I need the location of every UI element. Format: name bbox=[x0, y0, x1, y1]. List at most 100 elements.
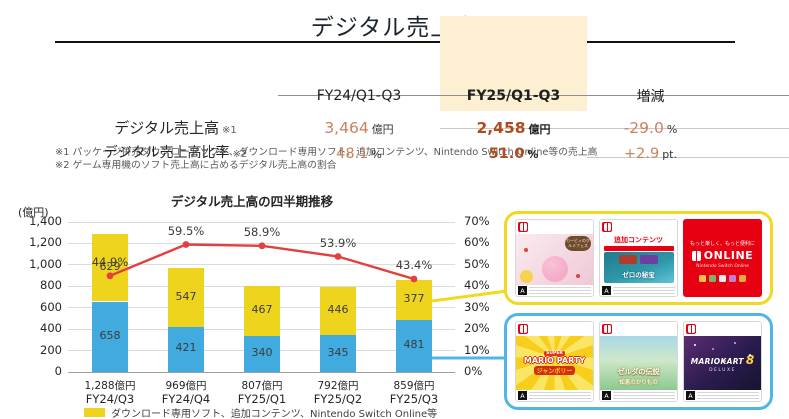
cero-rating-icon: A bbox=[602, 391, 611, 400]
dlc-scene: ゼロの秘宝 bbox=[603, 252, 674, 283]
y-axis-left-tick: 0 bbox=[54, 364, 62, 378]
card-header bbox=[600, 322, 677, 336]
y-axis-right-tick: 0% bbox=[464, 364, 483, 378]
nso-character-icons bbox=[699, 275, 746, 282]
line-point-label: 53.9% bbox=[319, 235, 357, 250]
digital-sales-table: FY24/Q1-Q3 FY25/Q1-Q3 増減 デジタル売上高 ※1 3,464… bbox=[73, 15, 789, 162]
table-header-fy25: FY25/Q1-Q3 bbox=[466, 87, 561, 104]
y-axis-right-tick: 40% bbox=[464, 278, 490, 293]
card-header bbox=[516, 322, 593, 336]
bar-value-label: 467 bbox=[251, 302, 273, 316]
bar-segment-yellow bbox=[320, 287, 356, 336]
line-point-label: 58.9% bbox=[243, 224, 281, 239]
footnote-2: ※2 ゲーム専用機のソフト売上高に占めるデジタル売上高の割合 bbox=[55, 159, 337, 171]
unit: % bbox=[371, 147, 382, 161]
smp-title-logo: MARIO PARTY bbox=[523, 356, 586, 365]
value: 3,464 bbox=[324, 118, 369, 137]
bar-segment-blue bbox=[92, 301, 128, 372]
y-axis-left-tick: 600 bbox=[40, 299, 62, 314]
footnote-ref-1: ※1 bbox=[221, 124, 237, 136]
card-artwork: SUPER MARIO PARTY ジャンボリー bbox=[516, 336, 593, 390]
card-artwork: 追加コンテンツ ゼロの秘宝 bbox=[600, 234, 677, 285]
switch-logo-icon bbox=[518, 222, 528, 232]
row-label-digital-sales: デジタル売上高 ※1 bbox=[73, 117, 278, 138]
table-divider bbox=[440, 127, 789, 129]
y-axis-right-tick: 50% bbox=[464, 256, 490, 271]
value: 2,458 bbox=[476, 118, 526, 137]
game-card-mario-kart-8-deluxe: MARIOKART 8 DELUXE A bbox=[683, 321, 762, 402]
y-axis-right-tick: 70% bbox=[464, 214, 490, 228]
nso-subtitle: Nintendo Switch Online bbox=[696, 264, 749, 269]
y-axis-unit-label: (億円) bbox=[18, 206, 49, 219]
packaged-software-box-blue: SUPER MARIO PARTY ジャンボリー A ゼルダの伝説 知恵のかりも… bbox=[504, 313, 773, 410]
fine-print bbox=[697, 392, 759, 399]
unit: % bbox=[527, 147, 539, 161]
y-axis-left-tick: 1,400 bbox=[29, 214, 62, 228]
bar-segment-yellow bbox=[396, 280, 432, 321]
kirby-game-logo: カービィのグルメフェス bbox=[565, 236, 591, 251]
switch-logo-icon bbox=[602, 222, 612, 232]
bar-segment-yellow bbox=[244, 285, 280, 336]
nso-logo-row: ONLINE bbox=[691, 249, 753, 262]
card-footer: A bbox=[516, 285, 593, 296]
card-artwork: MARIOKART 8 DELUXE bbox=[684, 336, 761, 390]
x-axis-category-label: FY25/Q2 bbox=[313, 392, 363, 406]
footnote-ref-2: ※2 bbox=[232, 149, 248, 160]
row-label-text: デジタル売上高比率 bbox=[103, 145, 230, 161]
mk-title-logo: MARIOKART bbox=[690, 357, 744, 366]
cell-change-digital-sales: -29.0% bbox=[587, 118, 714, 137]
bar-value-label: 547 bbox=[175, 289, 197, 303]
cero-rating-icon: A bbox=[686, 391, 695, 400]
cero-rating-icon: A bbox=[602, 286, 611, 295]
bar-value-label: 421 bbox=[175, 341, 197, 355]
smp-super-label: SUPER bbox=[544, 351, 565, 356]
x-axis-line bbox=[68, 371, 455, 373]
switch-logo-icon bbox=[602, 324, 612, 334]
game-card-zelda-echoes-of-wisdom: ゼルダの伝説 知恵のかりもの A bbox=[599, 321, 678, 402]
line-point-label: 59.5% bbox=[167, 223, 205, 238]
y-axis-right-tick: 60% bbox=[464, 235, 490, 250]
bar-segment-blue bbox=[320, 335, 356, 372]
game-version-chips bbox=[604, 255, 674, 264]
gridline bbox=[68, 221, 455, 223]
unit: 億円 bbox=[371, 122, 394, 136]
chart-title: デジタル売上高の四半期推移 bbox=[170, 194, 334, 209]
fine-print bbox=[613, 287, 675, 294]
y-axis-left-tick: 200 bbox=[40, 342, 62, 357]
fine-print bbox=[529, 287, 591, 294]
cell-fy24-digital-sales: 3,464 億円 bbox=[278, 118, 440, 137]
value: -29.0 bbox=[623, 118, 664, 137]
sparkle-decoration bbox=[694, 344, 696, 346]
joycon-glyph bbox=[603, 325, 611, 333]
bar-value-label: 658 bbox=[99, 328, 121, 342]
x-axis-total-label: 792億円 bbox=[317, 380, 359, 392]
row-label-text: デジタル売上高 bbox=[114, 118, 219, 137]
cell-fy25-ratio: 51.0% bbox=[440, 143, 587, 162]
card-artwork: カービィのグルメフェス bbox=[516, 234, 593, 285]
bar-segment-blue bbox=[168, 326, 204, 372]
footnotes: ※1 パッケージ併売ダウンロードソフト、ダウンロード専用ソフト、追加コンテンツ、… bbox=[55, 147, 597, 172]
line-point-label: 43.4% bbox=[395, 258, 433, 272]
switch-logo-icon bbox=[518, 324, 528, 334]
card-artwork: ゼルダの伝説 知恵のかりもの bbox=[600, 336, 677, 390]
x-axis-total-label: 807億円 bbox=[241, 380, 283, 392]
line-point-label: 44.9% bbox=[91, 254, 129, 269]
title-underline bbox=[55, 41, 735, 43]
x-axis-total-label: 1,288億円 bbox=[84, 380, 136, 392]
fine-print bbox=[613, 392, 675, 399]
bar-segment-blue bbox=[244, 335, 280, 372]
cell-fy25-digital-sales: 2,458 億円 bbox=[440, 118, 587, 137]
violet-chip bbox=[640, 255, 658, 264]
bar-value-label: 481 bbox=[403, 338, 425, 352]
joycon-glyph bbox=[519, 325, 527, 333]
zelda-title-logo: ゼルダの伝説 bbox=[617, 368, 660, 376]
bar-value-label: 377 bbox=[403, 292, 425, 306]
switch-logo-icon bbox=[691, 250, 701, 261]
card-header bbox=[684, 322, 761, 336]
unit: pt. bbox=[662, 147, 677, 161]
card-header bbox=[600, 220, 677, 234]
strawberry-icon bbox=[524, 248, 528, 252]
cell-fy24-ratio: 48.1% bbox=[278, 143, 440, 162]
y-axis-right-tick: 10% bbox=[464, 342, 490, 357]
